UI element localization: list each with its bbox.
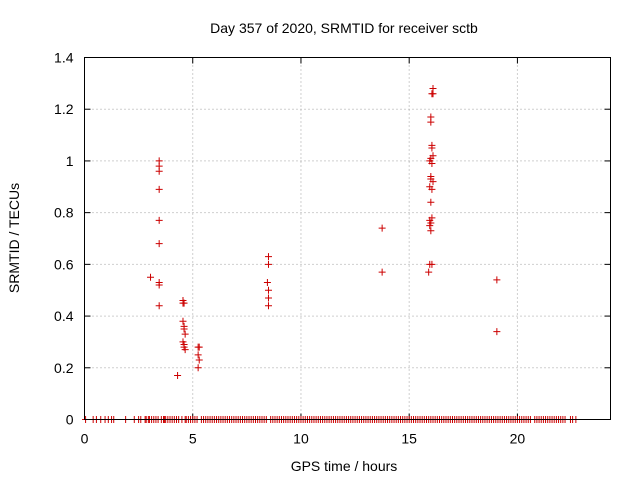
data-point	[263, 278, 271, 286]
data-point	[427, 118, 435, 126]
y-tick-label: 0.6	[54, 256, 74, 272]
data-point	[264, 294, 272, 302]
x-tick-label: 15	[401, 431, 417, 447]
data-point	[155, 302, 163, 310]
data-point	[155, 281, 163, 289]
data-point	[427, 227, 435, 235]
data-point	[155, 240, 163, 248]
x-tick-label: 5	[189, 431, 197, 447]
y-tick-label: 1.2	[54, 101, 74, 117]
x-tick-label: 10	[293, 431, 309, 447]
data-point	[181, 330, 189, 338]
marks-layer	[82, 85, 580, 423]
data-point	[147, 273, 155, 281]
data-point	[155, 216, 163, 224]
y-tick-label: 0	[66, 412, 74, 428]
data-point	[181, 346, 189, 354]
plot-frame	[84, 57, 611, 420]
x-tick-label: 0	[81, 431, 89, 447]
data-point	[426, 260, 434, 268]
data-point	[195, 343, 203, 351]
data-point	[195, 356, 203, 364]
data-point	[194, 364, 202, 372]
data-point	[378, 224, 386, 232]
x-tick-label: 20	[510, 431, 526, 447]
data-point	[179, 317, 187, 325]
grid-layer	[84, 57, 611, 420]
data-point	[428, 185, 436, 193]
y-tick-label: 0.2	[54, 360, 74, 376]
y-axis-label: SRMTID / TECUs	[6, 183, 22, 293]
y-tick-label: 1	[66, 153, 74, 169]
data-point	[180, 325, 188, 333]
data-point	[264, 260, 272, 268]
data-point	[429, 178, 437, 186]
y-tick-label: 1.4	[54, 50, 74, 66]
data-point	[194, 351, 202, 359]
data-point	[155, 185, 163, 193]
x-axis-label: GPS time / hours	[291, 458, 398, 474]
ticks-layer: 0 0.2 0.4 0.6 0.8 1 1.2 1.4 0 5 10 15 20	[54, 50, 611, 447]
data-point	[425, 268, 433, 276]
y-tick-label: 0.4	[54, 308, 74, 324]
data-point	[264, 286, 272, 294]
data-point	[428, 160, 436, 168]
data-point	[493, 328, 501, 336]
data-point	[179, 299, 187, 307]
chart-title: Day 357 of 2020, SRMTID for receiver sct…	[210, 20, 478, 36]
data-point	[264, 253, 272, 261]
y-tick-label: 0.8	[54, 205, 74, 221]
data-point	[264, 302, 272, 310]
data-point	[155, 167, 163, 175]
data-point	[429, 90, 437, 98]
data-point	[426, 222, 434, 230]
data-point	[428, 144, 436, 152]
data-point	[174, 372, 182, 380]
data-point	[427, 198, 435, 206]
data-point	[493, 276, 501, 284]
data-point	[378, 268, 386, 276]
